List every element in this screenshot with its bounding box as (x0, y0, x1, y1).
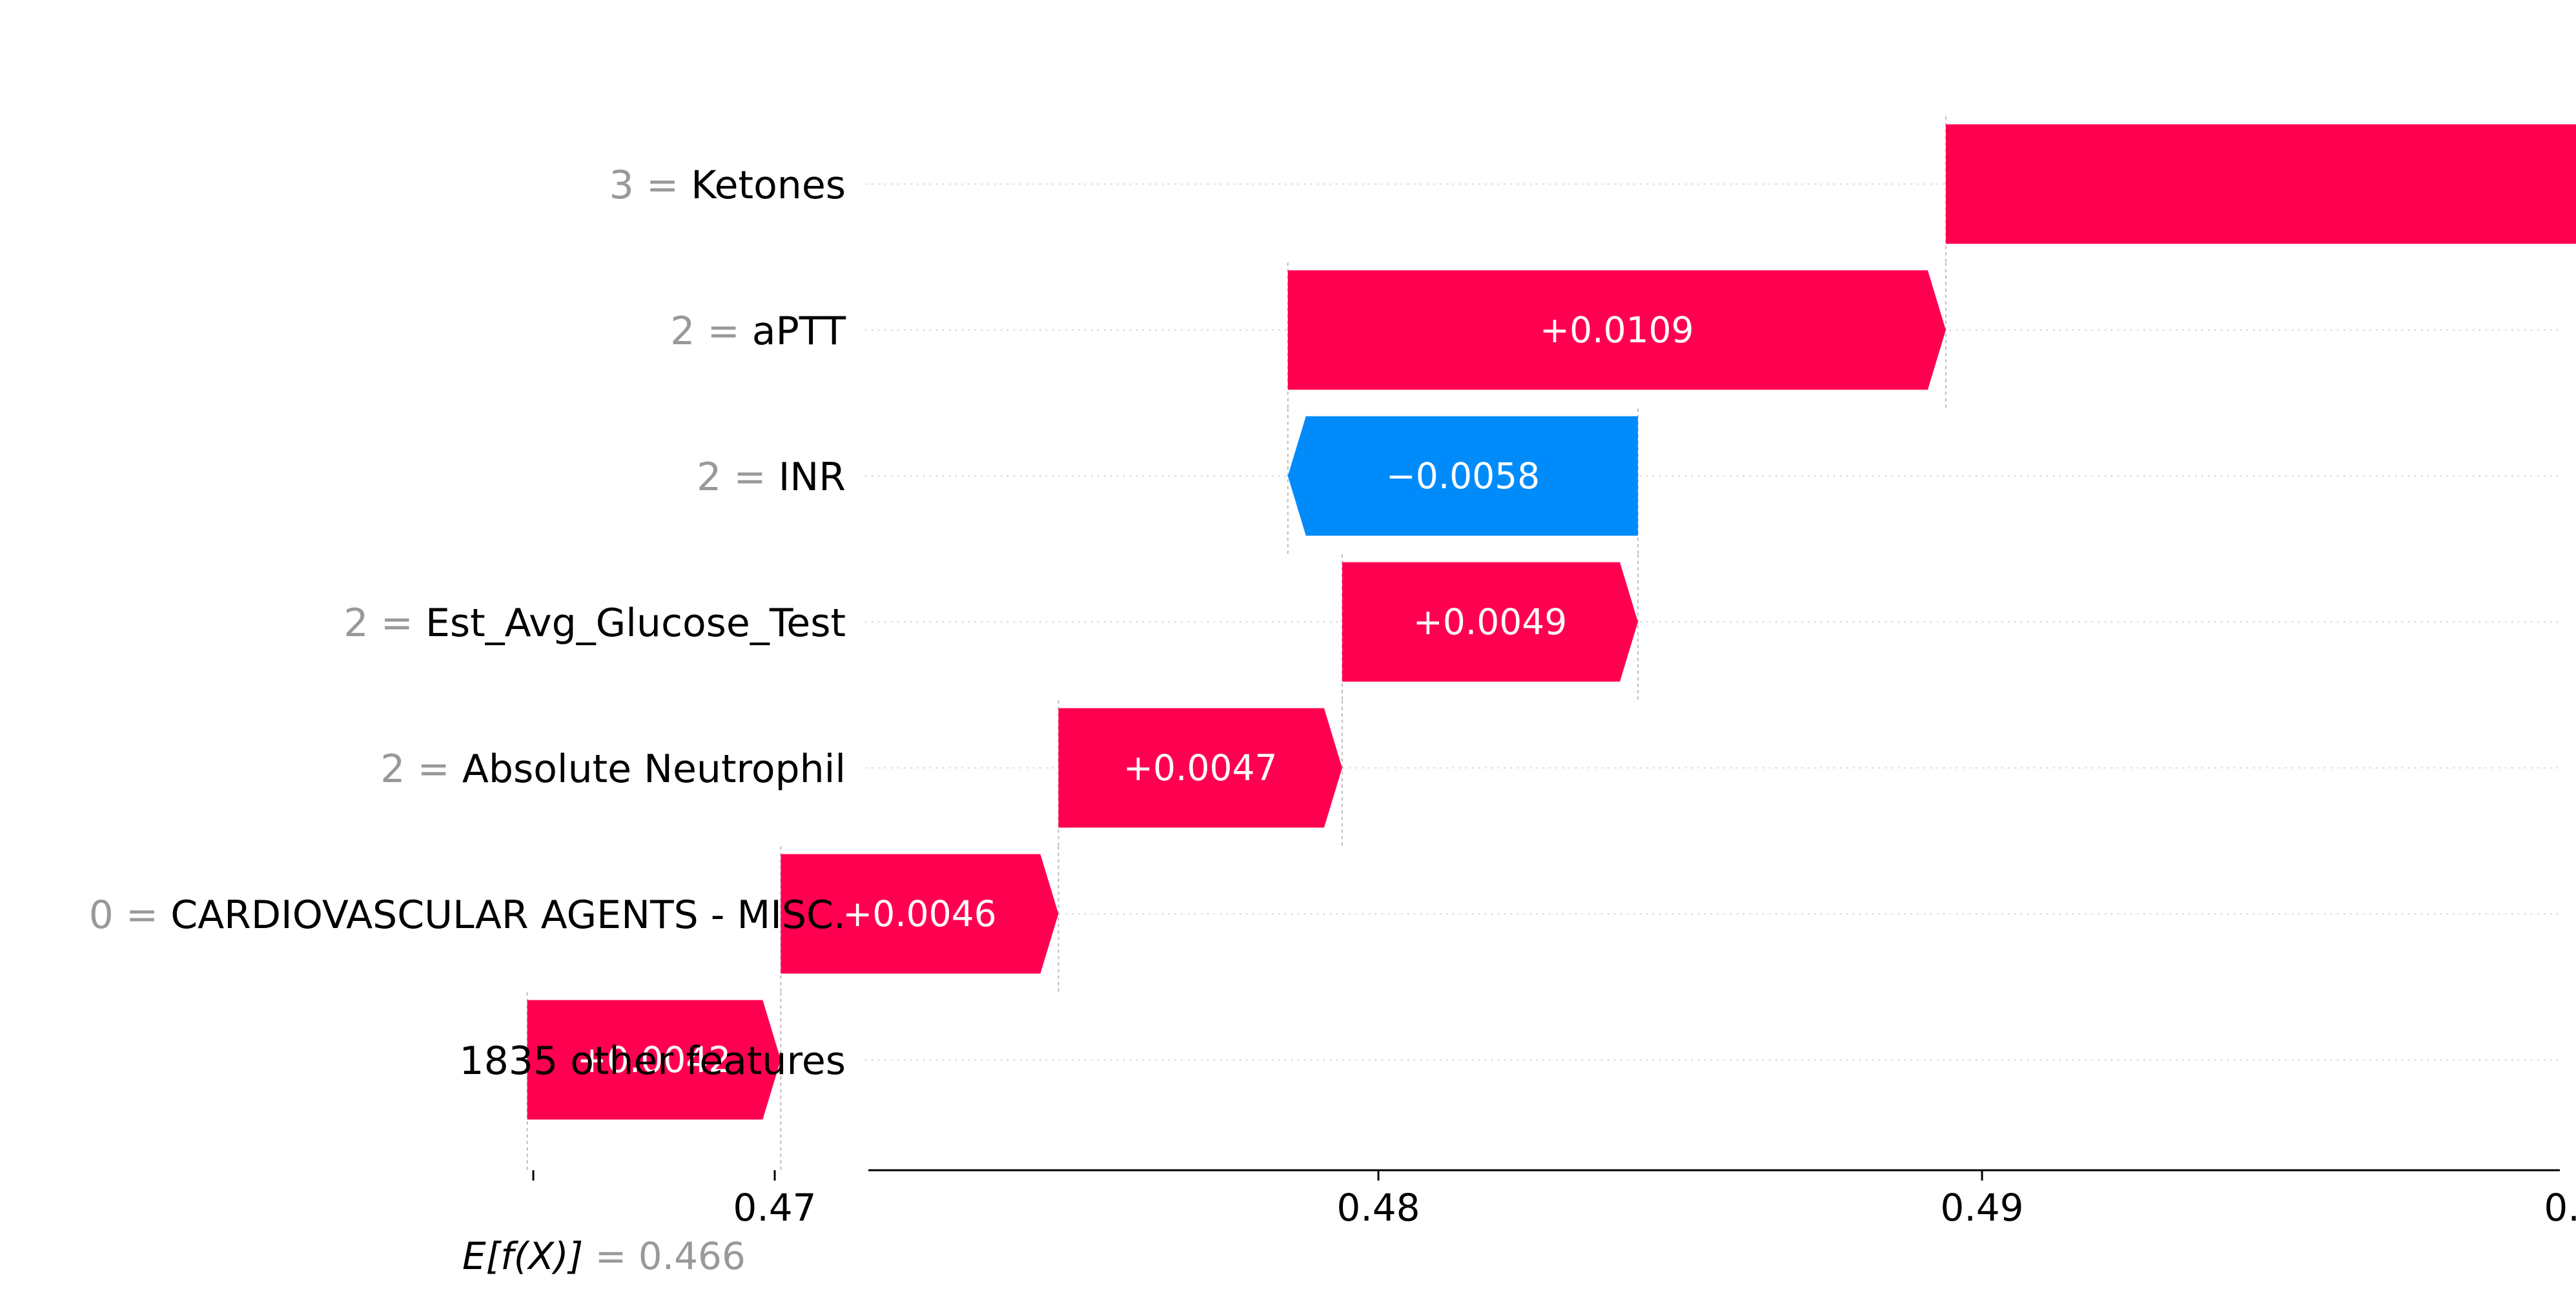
bar-absolute-neutrophil (1058, 708, 1342, 828)
feature-label: 0 = CARDIOVASCULAR AGENTS - MISC. (89, 893, 846, 938)
feature-label: 2 = Est_Avg_Glucose_Test (343, 601, 846, 646)
annotations: E[f(X)] = 0.466f(x) = 0.514 (462, 1234, 746, 1278)
x-tick-label: 0.49 (1940, 1186, 2023, 1230)
bar-inr (1287, 416, 1639, 536)
feature-label: 2 = aPTT (670, 309, 846, 354)
bars: +0.0246+0.0109−0.0058+0.0049+0.0047+0.00… (527, 124, 2576, 1120)
bar-ketones (1945, 124, 2576, 244)
x-axis: 0.470.480.490.500.510.52 (532, 1169, 2576, 1230)
bar-aptt (1287, 270, 1946, 390)
bar-cardiovascular-agents-misc- (781, 854, 1059, 974)
feature-label: 1835 other features (459, 1038, 846, 1084)
bar-1835-other-features (527, 1000, 781, 1120)
feature-label: 3 = Ketones (609, 163, 846, 208)
feature-label: 2 = INR (697, 455, 846, 500)
x-tick-label: 0.50 (2544, 1186, 2576, 1230)
bar-value-label: +0.0047 (1123, 747, 1278, 789)
x-tick-label: 0.48 (1336, 1186, 1420, 1230)
base-value-annotation: E[f(X)] = 0.466 (462, 1234, 746, 1278)
bar-value-label: +0.0109 (1540, 309, 1694, 351)
bar-value-label: +0.0042 (577, 1039, 731, 1080)
bar-est-avg-glucose-test (1342, 562, 1639, 682)
feature-labels: 3 = Ketones 2 = aPTT 2 = INR 2 = Est_Avg_Gl… (89, 163, 846, 1084)
bar-value-label: +0.0046 (843, 893, 997, 935)
feature-label: 2 = Absolute Neutrophil (380, 747, 846, 792)
x-tick-label: 0.47 (733, 1186, 816, 1230)
bar-value-label: −0.0058 (1386, 455, 1540, 497)
bar-value-label: +0.0049 (1413, 601, 1568, 643)
